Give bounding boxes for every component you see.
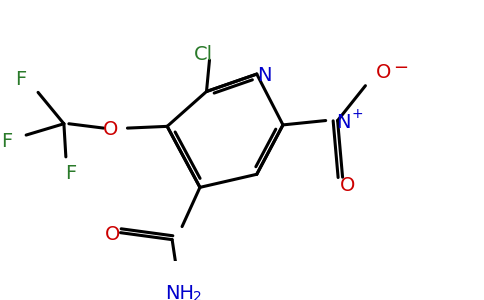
Text: Cl: Cl [194, 44, 213, 64]
Text: +: + [352, 106, 363, 121]
Text: F: F [65, 164, 76, 183]
Text: F: F [15, 70, 27, 89]
Text: O: O [340, 176, 355, 195]
Text: −: − [393, 59, 408, 77]
Text: N: N [257, 66, 272, 85]
Text: O: O [376, 63, 391, 82]
Text: F: F [0, 132, 12, 151]
Text: N: N [336, 113, 351, 132]
Text: O: O [103, 120, 118, 139]
Text: O: O [105, 225, 120, 244]
Text: NH: NH [166, 284, 195, 300]
Text: 2: 2 [193, 290, 201, 300]
